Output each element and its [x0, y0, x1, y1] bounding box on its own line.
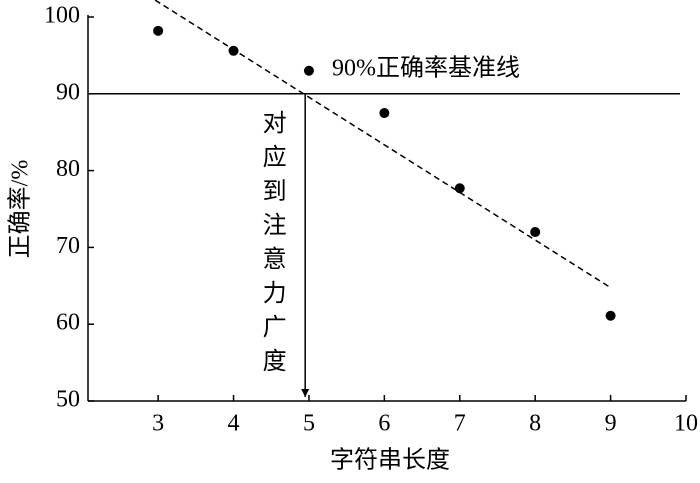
x-tick-label: 5	[303, 411, 315, 437]
y-tick-label: 90	[56, 79, 80, 105]
data-point	[379, 108, 390, 118]
data-point	[153, 25, 164, 36]
data-point	[228, 45, 239, 56]
trend-line	[154, 0, 612, 289]
x-tick-label: 10	[674, 411, 698, 437]
y-axis-label: 正确率/%	[7, 160, 34, 259]
x-tick-label: 4	[228, 411, 240, 437]
data-point	[303, 65, 314, 76]
x-tick-label: 3	[152, 411, 164, 437]
y-tick-label: 80	[56, 156, 80, 182]
x-tick-label: 9	[605, 411, 617, 437]
x-tick-label: 6	[378, 411, 390, 437]
data-point	[530, 227, 541, 238]
y-tick-label: 50	[56, 387, 80, 413]
reference-label: 90%正确率基准线	[332, 55, 520, 82]
x-tick-label: 8	[529, 411, 541, 437]
y-tick-label: 70	[56, 233, 80, 259]
data-point	[605, 310, 616, 321]
y-tick-label: 100	[44, 3, 80, 29]
arrow-label: 对应到注意力广度	[258, 110, 286, 382]
x-axis-label: 字符串长度	[330, 447, 450, 474]
data-point	[454, 183, 465, 194]
x-tick-label: 7	[454, 411, 466, 437]
y-tick-label: 60	[56, 310, 80, 336]
